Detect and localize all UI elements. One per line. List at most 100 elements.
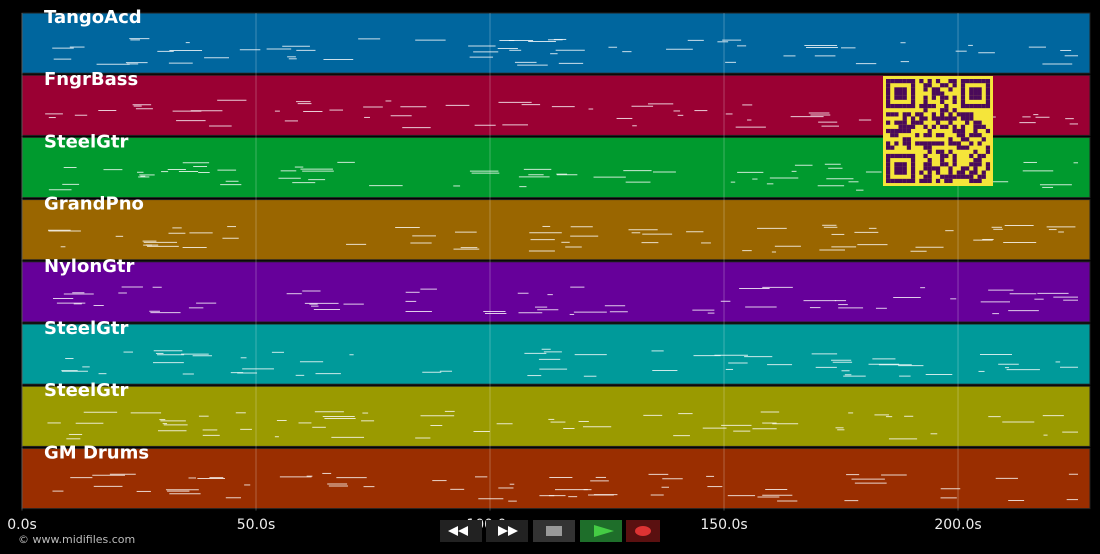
qr-module <box>931 166 936 171</box>
qr-module <box>985 87 991 92</box>
qr-module <box>902 170 907 175</box>
qr-module <box>977 124 982 129</box>
qr-module <box>923 103 928 109</box>
qr-module <box>931 116 936 121</box>
qr-module <box>960 128 966 134</box>
qr-module <box>894 128 899 134</box>
x-tick-label: 0.0s <box>7 517 37 533</box>
qr-module <box>977 95 982 100</box>
qr-module <box>910 124 916 129</box>
qr-module <box>960 112 966 117</box>
qr-module <box>902 178 907 184</box>
stop-button[interactable] <box>533 520 575 542</box>
track-name: SteelGtr <box>44 131 129 152</box>
qr-module <box>985 95 991 100</box>
qr-module <box>894 95 899 100</box>
qr-module <box>910 158 916 163</box>
qr-module <box>919 116 924 121</box>
qr-module <box>898 166 903 171</box>
qr-module <box>894 141 899 146</box>
qr-module <box>919 141 924 146</box>
qr-module <box>894 120 899 125</box>
qr-module <box>927 166 932 171</box>
qr-module <box>886 120 891 125</box>
qr-module <box>973 149 978 154</box>
qr-module <box>977 158 982 163</box>
qr-module <box>969 153 974 159</box>
qr-module <box>965 103 970 109</box>
qr-module <box>886 153 891 159</box>
labels: TangoAcd FngrBass SteelGtr GrandPno NylonGtr… <box>7 7 981 533</box>
qr-module <box>898 120 903 125</box>
qr-module <box>902 166 907 171</box>
qr-module <box>977 178 982 184</box>
qr-module <box>960 137 966 142</box>
qr-module <box>886 87 891 92</box>
qr-module <box>952 174 957 179</box>
qr-module <box>977 91 982 96</box>
qr-module <box>927 174 932 179</box>
qr-module <box>935 149 941 154</box>
qr-module <box>973 170 978 175</box>
qr-module <box>940 162 945 167</box>
qr-module <box>985 79 991 84</box>
qr-module <box>965 137 970 142</box>
qr-module <box>960 170 966 175</box>
qr-module <box>910 162 916 167</box>
forward-button[interactable] <box>486 520 528 542</box>
qr-module <box>890 103 895 109</box>
qr-module <box>960 145 966 150</box>
qr-module <box>894 178 899 184</box>
qr-module <box>948 170 953 175</box>
qr-module <box>923 174 928 179</box>
qr-module <box>948 120 953 125</box>
track-lane <box>21 12 1091 74</box>
qr-module <box>923 124 928 129</box>
qr-module <box>952 153 957 159</box>
qr-module <box>894 170 899 175</box>
qr-module <box>927 170 932 175</box>
qr-module <box>927 79 932 84</box>
qr-module <box>940 153 945 159</box>
qr-module <box>898 170 903 175</box>
qr-module <box>886 103 891 109</box>
track-name: GM Drums <box>44 442 149 463</box>
qr-module <box>923 141 928 146</box>
qr-module <box>960 87 966 92</box>
qr-module <box>952 79 957 84</box>
qr-module <box>973 178 978 184</box>
qr-module <box>886 162 891 167</box>
qr-module <box>981 103 986 109</box>
qr-module <box>915 133 920 138</box>
qr-module <box>910 166 916 171</box>
qr-module <box>935 87 941 92</box>
qr-module <box>886 158 891 163</box>
qr-module <box>927 83 932 88</box>
qr-module <box>910 79 916 84</box>
track-lane <box>21 385 1091 447</box>
qr-module <box>902 124 907 129</box>
qr-module <box>927 103 932 109</box>
qr-module <box>952 128 957 134</box>
record-button[interactable] <box>626 520 660 542</box>
qr-module <box>894 153 899 159</box>
qr-module <box>915 120 920 125</box>
qr-module <box>981 124 986 129</box>
x-tick-label: 200.0s <box>934 517 981 533</box>
qr-module <box>890 133 895 138</box>
qr-module <box>981 174 986 179</box>
qr-module <box>906 128 911 134</box>
qr-module <box>910 120 916 125</box>
qr-module <box>935 166 941 171</box>
qr-module <box>902 141 907 146</box>
qr-module <box>948 112 953 117</box>
qr-module <box>948 79 953 84</box>
qr-module <box>956 112 961 117</box>
play-button[interactable] <box>580 520 622 542</box>
qr-module <box>960 99 966 104</box>
qr-module <box>927 133 932 138</box>
rewind-button[interactable] <box>440 520 482 542</box>
qr-module <box>902 79 907 84</box>
qr-module <box>890 145 895 150</box>
qr-module <box>886 79 891 84</box>
